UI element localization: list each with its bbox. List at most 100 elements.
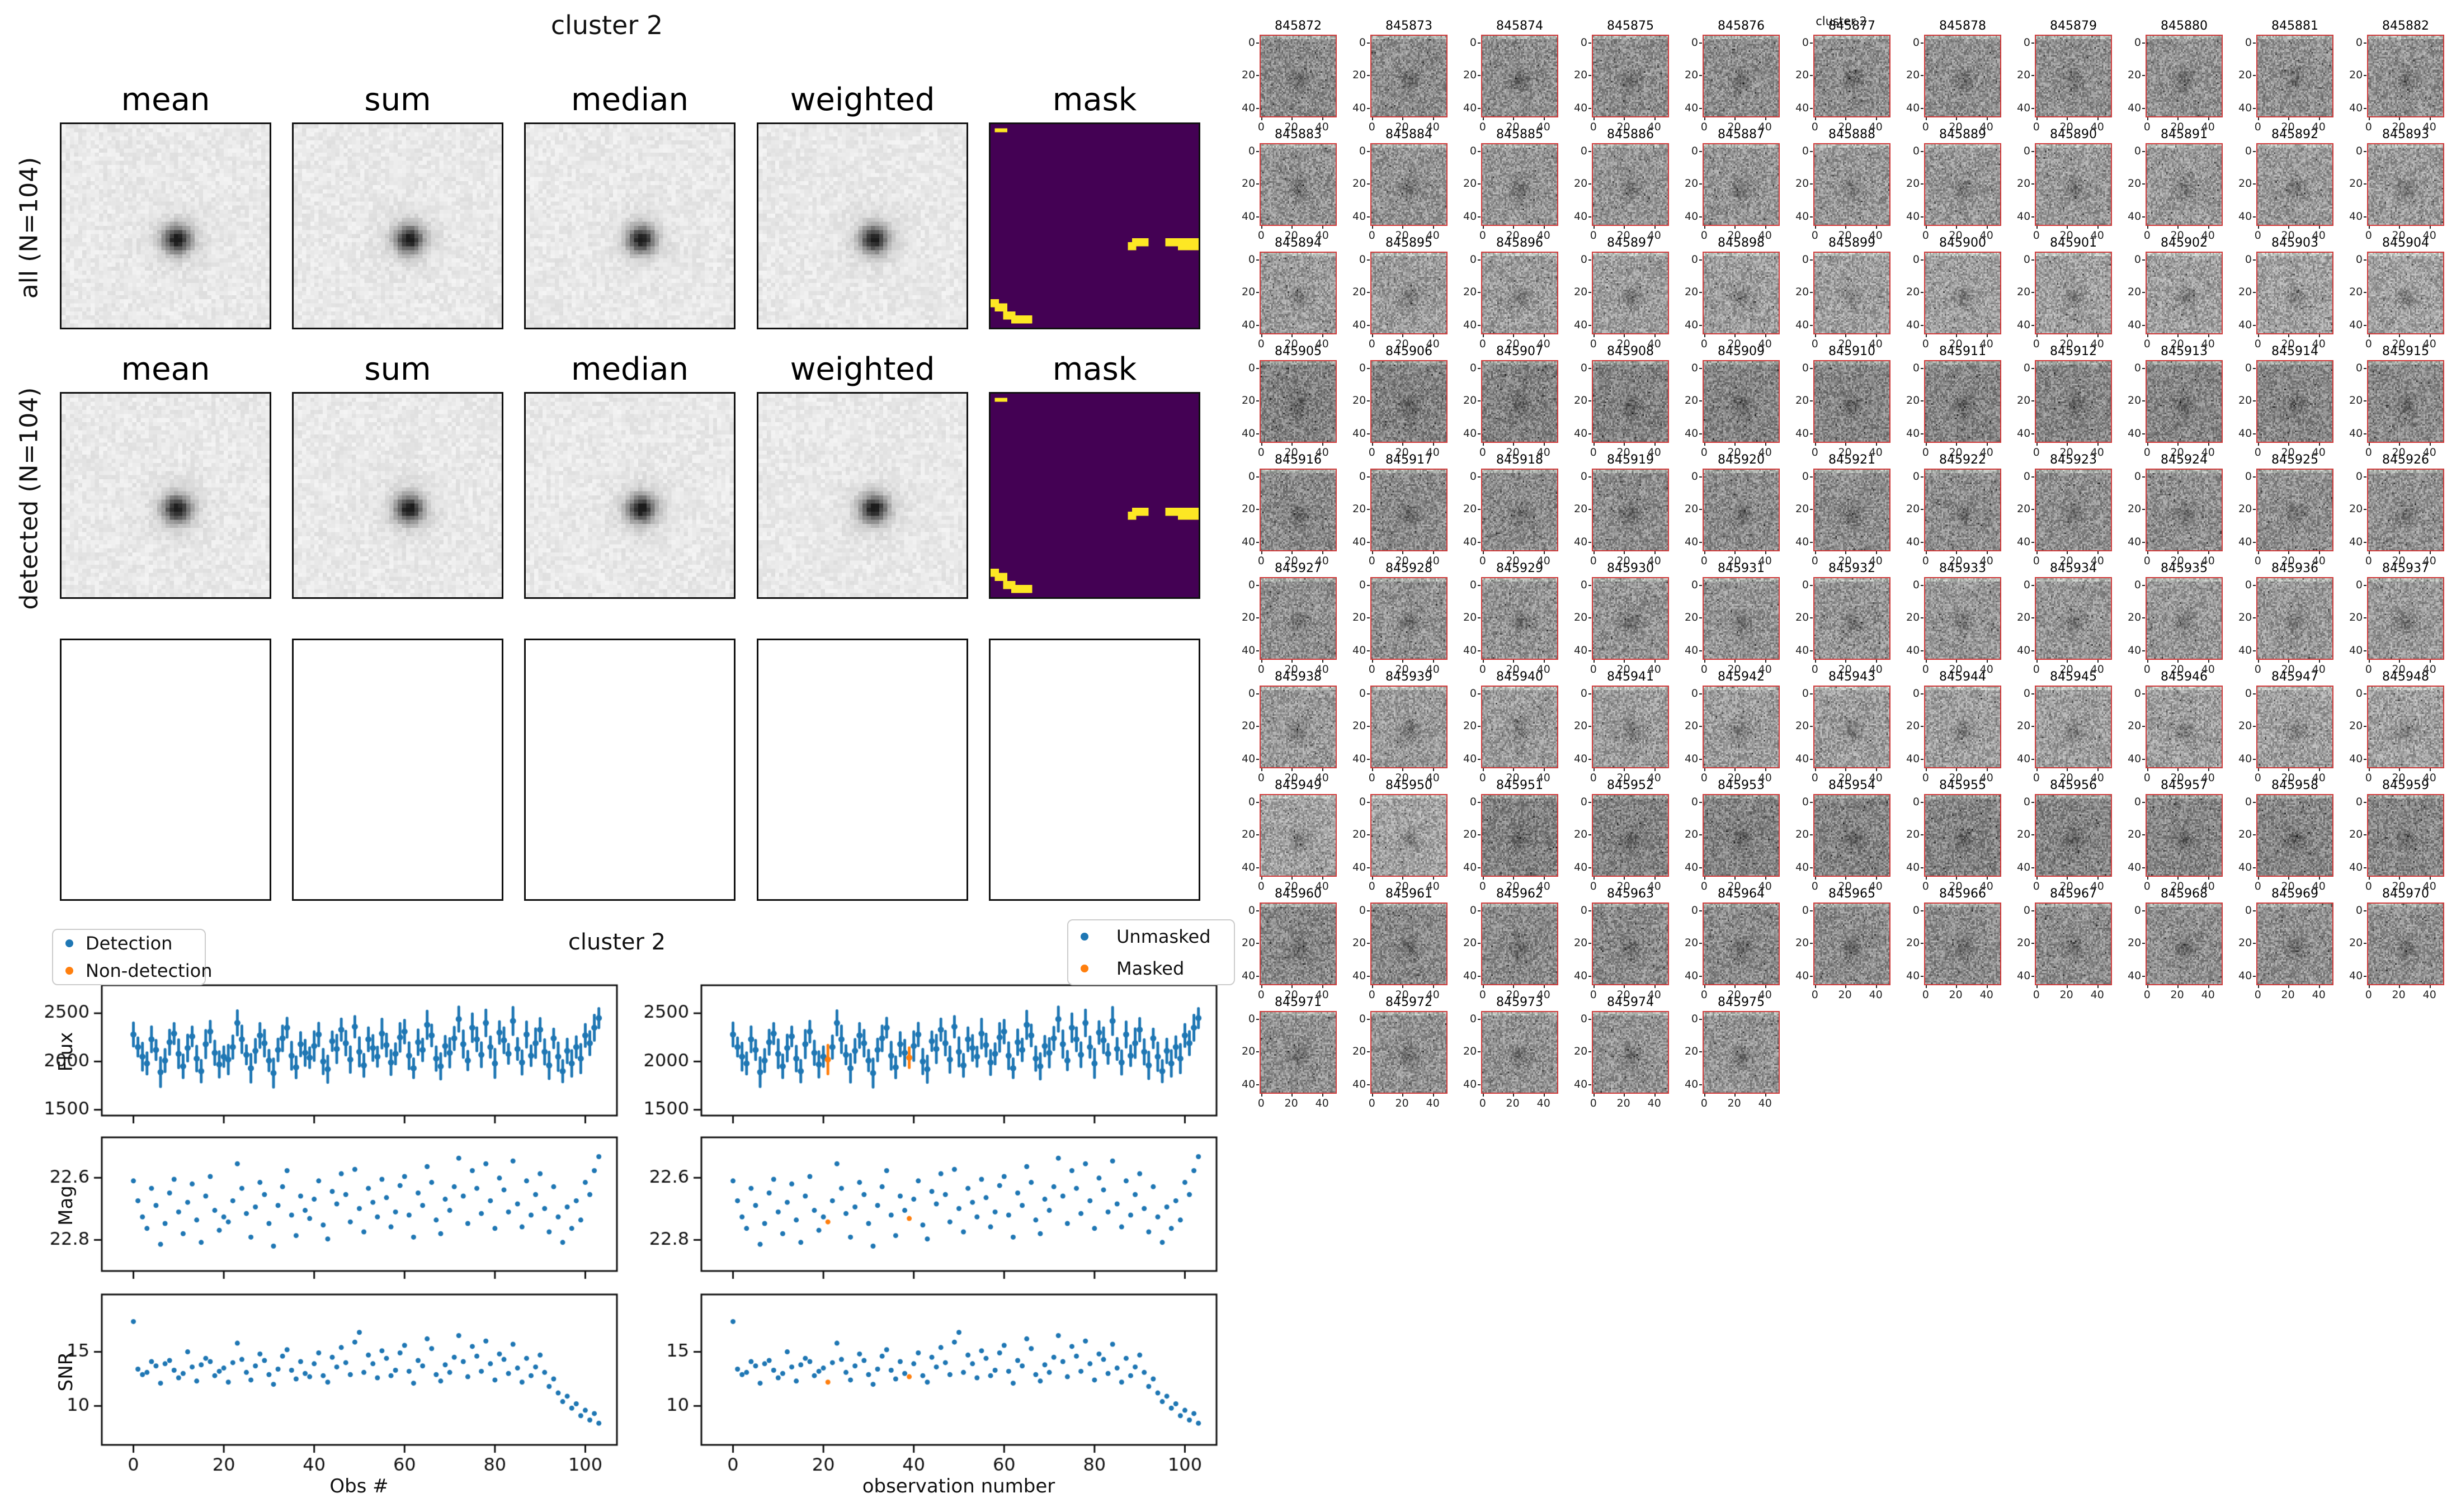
thumbnail-ytick: 0 [2128, 796, 2145, 808]
thumbnail-xtick: 0 [1807, 334, 1823, 350]
thumbnail-xtick: 40 [1869, 768, 1883, 784]
thumbnail-xtick: 40 [2312, 985, 2326, 1001]
thumbnail-cell-845972: 845972 0 20 40 0 20 40 [1352, 995, 1448, 1109]
thumbnail-xtick: 40 [1315, 660, 1329, 675]
thumbnail-ytick: 40 [1242, 535, 1259, 548]
thumbnail-image [1370, 577, 1448, 660]
thumbnail-ytick: 0 [2017, 796, 2034, 808]
thumbnail-image [1924, 35, 2001, 117]
thumbnail-xtick: 40 [1979, 768, 1993, 784]
thumbnail-id: 845958 [2271, 778, 2318, 792]
thumbnail-ytick: 40 [1352, 969, 1370, 982]
thumbnail-image [1481, 686, 1558, 768]
thumbnail-ytick: 20 [2128, 828, 2145, 840]
thumbnail-ytick: 20 [1574, 936, 1591, 949]
thumbnail-ytick: 0 [2128, 579, 2145, 591]
thumbnail-id: 845966 [1939, 887, 1986, 901]
thumbnail-image [2035, 577, 2112, 660]
thumbnail-image [1260, 143, 1337, 226]
thumbnail-xtick: 40 [2090, 985, 2104, 1001]
thumbnail-xtick: 40 [1647, 226, 1661, 242]
thumbnail-xtick: 0 [2250, 334, 2266, 350]
thumbnail-ytick: 0 [2349, 796, 2366, 808]
thumbnail-id: 845957 [2161, 778, 2208, 792]
thumbnail-ytick: 0 [1685, 253, 1702, 266]
thumbnail-xtick: 40 [1758, 877, 1772, 892]
thumbnail-image [2367, 35, 2444, 117]
thumbnail-xtick: 20 [1506, 877, 1520, 892]
thumbnail-ytick: 40 [1242, 101, 1259, 114]
thumbnail-cell-845905: 845905 0 20 40 0 20 40 [1242, 344, 1337, 459]
thumbnail-image [1703, 1011, 1780, 1094]
thumbnail-ytick: 40 [2128, 969, 2145, 982]
thumbnail-cell-845880: 845880 0 20 40 0 20 40 [2128, 19, 2223, 133]
thumbnail-xtick: 20 [1395, 551, 1409, 567]
thumbnail-ytick: 20 [1352, 936, 1370, 949]
thumbnail-ytick: 40 [1242, 1078, 1259, 1090]
thumbnail-ytick: 40 [2238, 752, 2256, 765]
thumbnail-ytick: 0 [1795, 904, 1813, 916]
thumbnail-id: 845937 [2382, 561, 2429, 575]
thumbnail-xtick: 20 [2059, 443, 2073, 459]
thumbnail-xtick: 0 [1364, 443, 1380, 459]
thumbnail-ytick: 0 [1242, 796, 1259, 808]
thumbnail-xtick: 0 [1475, 117, 1491, 133]
thumbnail-id: 845916 [1275, 453, 1322, 467]
legend-detection: Detection Non-detection [52, 929, 212, 985]
thumbnail-ytick: 0 [1685, 145, 1702, 157]
thumbnail-cell-845960: 845960 0 20 40 0 20 40 [1242, 887, 1337, 1001]
thumbnail-id: 845960 [1275, 887, 1322, 901]
legend-item-non-detection: Non-detection [53, 957, 212, 985]
thumbnail-xtick: 0 [1918, 334, 1934, 350]
thumbnail-ytick: 40 [1352, 101, 1370, 114]
thumbnail-ytick: 0 [1685, 687, 1702, 700]
thumbnail-ytick: 20 [1685, 177, 1702, 190]
thumbnail-ytick: 20 [1685, 719, 1702, 732]
thumbnail-ytick: 40 [2349, 318, 2366, 331]
thumbnail-image [1703, 143, 1780, 226]
thumbnail-ytick: 0 [2349, 36, 2366, 49]
thumbnail-ytick: 20 [1795, 502, 1813, 515]
thumbnail-xtick: 0 [1807, 226, 1823, 242]
thumbnail-xtick: 0 [2029, 226, 2044, 242]
thumbnail-ytick: 0 [1795, 145, 1813, 157]
thumbnail-ytick: 20 [1242, 68, 1259, 81]
thumbnail-cell-845913: 845913 0 20 40 0 20 40 [2128, 344, 2223, 459]
thumbnail-image [2146, 903, 2223, 985]
thumbnail-ytick: 0 [1574, 253, 1591, 266]
thumbnail-xtick: 20 [1727, 443, 1741, 459]
thumbnail-ytick: 0 [1463, 36, 1481, 49]
thumbnail-image [2256, 35, 2333, 117]
thumbnail-ytick: 0 [2349, 362, 2366, 374]
thumbnail-id: 845872 [1275, 19, 1322, 33]
thumbnail-ytick: 0 [1242, 145, 1259, 157]
thumbnail-cell-845924: 845924 0 20 40 0 20 40 [2128, 453, 2223, 567]
thumbnail-ytick: 0 [1463, 362, 1481, 374]
thumbnail-cell-845975: 845975 0 20 40 0 20 40 [1685, 995, 1780, 1109]
thumbnail-xtick: 0 [1696, 985, 1712, 1001]
thumbnail-xtick: 40 [1979, 551, 1993, 567]
thumbnail-xtick: 40 [2201, 334, 2215, 350]
thumbnail-id: 845900 [1939, 236, 1986, 250]
thumbnail-image [1260, 903, 1337, 985]
thumbnail-xtick: 40 [2090, 117, 2104, 133]
thumbnail-xtick: 20 [2281, 334, 2295, 350]
thumbnail-image [2146, 469, 2223, 551]
thumbnail-id: 845959 [2382, 778, 2429, 792]
thumbnail-xtick: 0 [2250, 660, 2266, 675]
thumbnail-xtick: 40 [2312, 768, 2326, 784]
thumbnail-image [2256, 360, 2333, 443]
thumbnail-ytick: 20 [2128, 936, 2145, 949]
thumbnail-xtick: 20 [1838, 443, 1852, 459]
thumbnail-ytick: 40 [1795, 861, 1813, 873]
thumbnail-xtick: 0 [1586, 551, 1601, 567]
thumbnail-xtick: 0 [2361, 117, 2377, 133]
thumbnail-xtick: 20 [1506, 1094, 1520, 1109]
thumbnail-image [1703, 252, 1780, 334]
thumbnail-ytick: 40 [1574, 101, 1591, 114]
thumbnail-ytick: 0 [1574, 362, 1591, 374]
thumbnail-xtick: 20 [1949, 985, 1963, 1001]
thumbnail-xtick: 0 [2139, 551, 2155, 567]
thumbnail-image [2035, 686, 2112, 768]
thumbnail-xtick: 20 [2170, 334, 2184, 350]
